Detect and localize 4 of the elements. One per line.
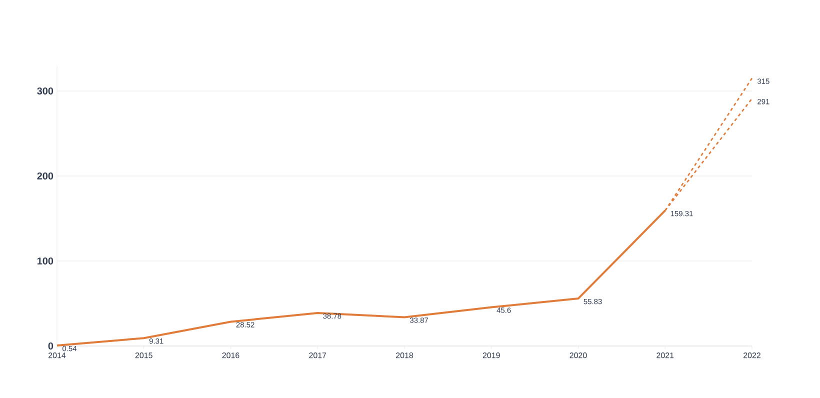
y-tick-label: 300	[37, 87, 54, 95]
y-tick-label: 200	[37, 172, 54, 180]
y-tick-label: 100	[37, 257, 54, 265]
y-tick-label: 0	[48, 342, 54, 350]
